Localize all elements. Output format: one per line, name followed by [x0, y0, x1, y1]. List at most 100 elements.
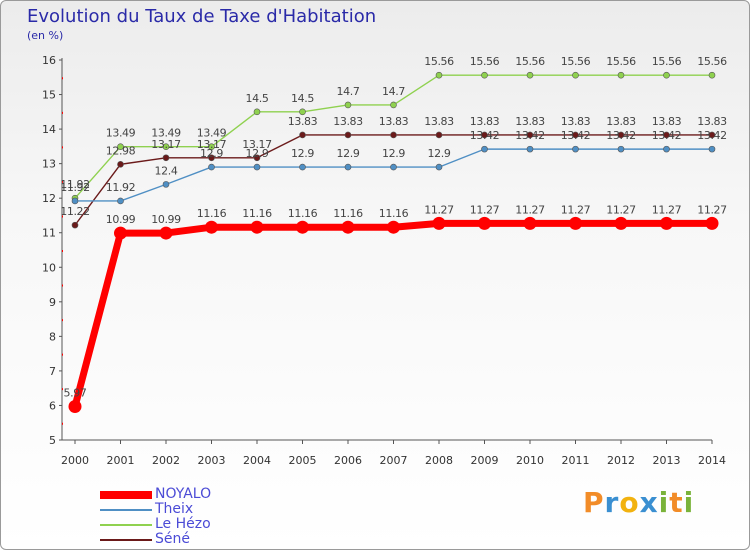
data-point — [117, 143, 124, 151]
data-point — [432, 216, 446, 230]
data-point — [614, 216, 628, 230]
data-point — [117, 161, 124, 168]
data-point — [705, 216, 719, 230]
data-label: 13.49 — [151, 127, 181, 140]
logo-letter: i — [683, 486, 695, 519]
chart-title: Evolution du Taux de Taxe d'Habitation — [27, 6, 377, 27]
data-label: 14.7 — [382, 85, 405, 98]
y-tick-label: 15 — [42, 89, 56, 102]
data-point — [205, 220, 218, 234]
data-label: 13.83 — [424, 115, 454, 128]
data-label: 13.83 — [470, 115, 500, 128]
data-label: 11.16 — [379, 207, 409, 220]
data-point — [208, 163, 215, 171]
data-point — [208, 154, 215, 162]
y-tick-label: 10 — [42, 261, 56, 274]
data-label: 11.27 — [470, 203, 500, 216]
data-label: 13.17 — [151, 138, 181, 151]
data-point — [390, 101, 397, 109]
legend-swatch — [100, 523, 152, 526]
data-point — [478, 216, 491, 230]
data-label: 15.56 — [606, 55, 636, 68]
data-point — [344, 131, 352, 139]
logo-letter: P — [583, 486, 605, 519]
data-point — [162, 154, 170, 162]
data-label: 14.7 — [337, 85, 360, 98]
data-label: 11.22 — [60, 205, 90, 218]
data-point — [663, 145, 670, 153]
data-label: 11.92 — [60, 181, 90, 194]
y-tick-label: 11 — [42, 227, 56, 240]
data-point — [390, 163, 397, 171]
data-point — [526, 131, 534, 139]
data-point — [68, 399, 82, 413]
x-tick-label: 2007 — [380, 454, 408, 467]
data-point — [71, 221, 79, 229]
data-point — [341, 220, 355, 234]
data-point — [71, 197, 79, 205]
data-label: 15.56 — [424, 55, 454, 68]
data-point — [569, 216, 582, 230]
data-point — [253, 163, 261, 171]
data-point — [208, 143, 215, 151]
data-point — [390, 131, 397, 139]
data-label: 13.42 — [652, 129, 682, 142]
data-point — [435, 131, 443, 139]
data-label: 14.5 — [246, 92, 269, 105]
data-label: 13.42 — [606, 129, 636, 142]
data-point — [481, 145, 488, 153]
data-point — [162, 181, 170, 188]
data-point — [572, 71, 579, 79]
y-tick-label: 16 — [42, 54, 56, 67]
data-point — [253, 154, 261, 162]
data-label: 11.16 — [197, 207, 227, 220]
data-point — [481, 71, 488, 79]
data-point — [572, 145, 579, 153]
x-tick-label: 2005 — [289, 454, 317, 467]
data-point — [435, 163, 443, 171]
data-label: 5.97 — [64, 386, 87, 399]
data-label: 13.83 — [515, 115, 545, 128]
data-point — [435, 71, 443, 79]
legend-swatch — [100, 490, 152, 499]
data-label: 12.9 — [337, 147, 360, 160]
data-point — [299, 163, 306, 171]
data-label: 11.27 — [561, 203, 591, 216]
data-point — [296, 220, 309, 234]
logo-letter: o — [619, 486, 640, 519]
data-label: 11.27 — [697, 203, 727, 216]
data-label: 13.17 — [197, 138, 227, 151]
data-label: 13.42 — [515, 129, 545, 142]
data-label: 12.9 — [382, 147, 405, 160]
data-label: 13.17 — [242, 138, 272, 151]
data-label: 13.83 — [561, 115, 591, 128]
data-point — [344, 163, 352, 171]
legend-label: NOYALO — [155, 486, 212, 502]
data-label: 13.83 — [652, 115, 682, 128]
data-point — [708, 145, 716, 153]
x-tick-label: 2012 — [607, 454, 635, 467]
data-label: 12.9 — [246, 147, 269, 160]
data-point — [617, 71, 625, 79]
data-label: 11.27 — [424, 203, 454, 216]
x-tick-label: 2000 — [61, 454, 89, 467]
legend-swatch — [100, 508, 152, 511]
x-tick-label: 2014 — [698, 454, 726, 467]
data-label: 11.27 — [652, 203, 682, 216]
chart-axes: 5 6 7 8 9 10 11 12 13 14 15 16 2000 2001 2002 2003 2004 2… — [42, 54, 726, 467]
data-point — [299, 131, 306, 139]
data-point — [572, 131, 579, 139]
data-point — [481, 131, 488, 139]
x-tick-label: 2013 — [653, 454, 681, 467]
chart-data-labels: 11.22 12.98 13.17 13.17 13.17 13.83 13.83 13.83… — [60, 55, 727, 399]
logo-letter: r — [604, 486, 620, 519]
data-label: 13.42 — [697, 129, 727, 142]
legend-label: Séné — [155, 531, 190, 547]
legend-label: Theix — [155, 501, 194, 517]
proxiti-logo: Proxiti — [583, 486, 694, 519]
data-label: 15.56 — [561, 55, 591, 68]
x-tick-label: 2001 — [107, 454, 135, 467]
data-label: 13.83 — [606, 115, 636, 128]
data-label: 13.83 — [379, 115, 409, 128]
